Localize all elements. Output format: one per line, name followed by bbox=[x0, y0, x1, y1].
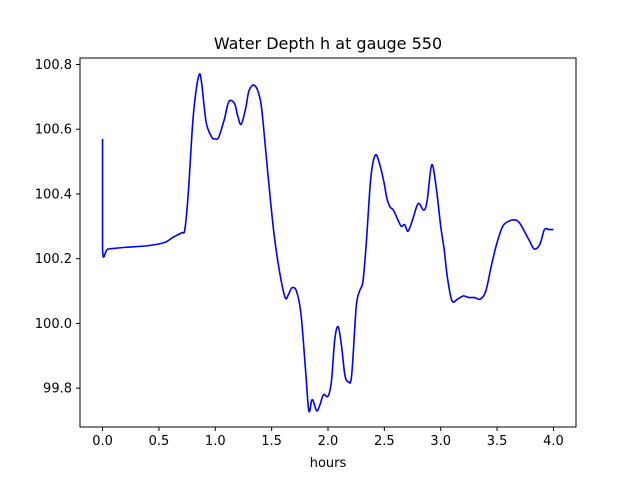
y-tick-label: 100.4 bbox=[35, 187, 72, 202]
axes-background bbox=[80, 58, 576, 427]
series-line bbox=[101, 73, 554, 413]
y-tick-label: 100.2 bbox=[35, 252, 72, 267]
x-axis-label: hours bbox=[310, 456, 347, 471]
x-tick-label: 1.5 bbox=[261, 434, 282, 449]
x-tick-label: 4.0 bbox=[543, 434, 564, 449]
plot-area bbox=[79, 57, 577, 428]
x-tick-label: 3.0 bbox=[430, 434, 451, 449]
y-tick-label: 99.8 bbox=[43, 382, 72, 397]
chart-title: Water Depth h at gauge 550 bbox=[214, 34, 442, 53]
y-tick-label: 100.6 bbox=[35, 123, 72, 138]
x-tick-label: 2.5 bbox=[374, 434, 395, 449]
x-tick-label: 1.0 bbox=[205, 434, 226, 449]
x-tick-label: 3.5 bbox=[487, 434, 508, 449]
y-tick-label: 100.8 bbox=[35, 58, 72, 73]
x-tick-label: 2.0 bbox=[318, 434, 339, 449]
y-tick-label: 100.0 bbox=[35, 317, 72, 332]
y-axis: 99.8 100.0 100.2 100.4 100.6 100.8 bbox=[35, 58, 80, 397]
x-tick-label: 0.0 bbox=[92, 434, 113, 449]
x-axis: 0.0 0.5 1.0 1.5 2.0 2.5 3.0 3.5 4.0 bbox=[92, 427, 564, 449]
x-tick-label: 0.5 bbox=[149, 434, 170, 449]
